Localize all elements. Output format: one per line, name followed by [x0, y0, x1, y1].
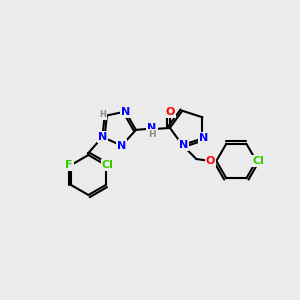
Text: N: N [117, 141, 126, 151]
Text: N: N [179, 140, 188, 150]
Text: N: N [199, 134, 208, 143]
Text: Cl: Cl [252, 156, 264, 166]
Text: Cl: Cl [102, 160, 114, 170]
Text: F: F [65, 160, 73, 170]
Text: N: N [98, 132, 107, 142]
Text: O: O [206, 156, 215, 166]
Text: N: N [147, 123, 157, 133]
Text: H: H [148, 130, 156, 140]
Text: N: N [121, 106, 130, 117]
Text: O: O [165, 107, 175, 117]
Text: H: H [99, 110, 106, 119]
